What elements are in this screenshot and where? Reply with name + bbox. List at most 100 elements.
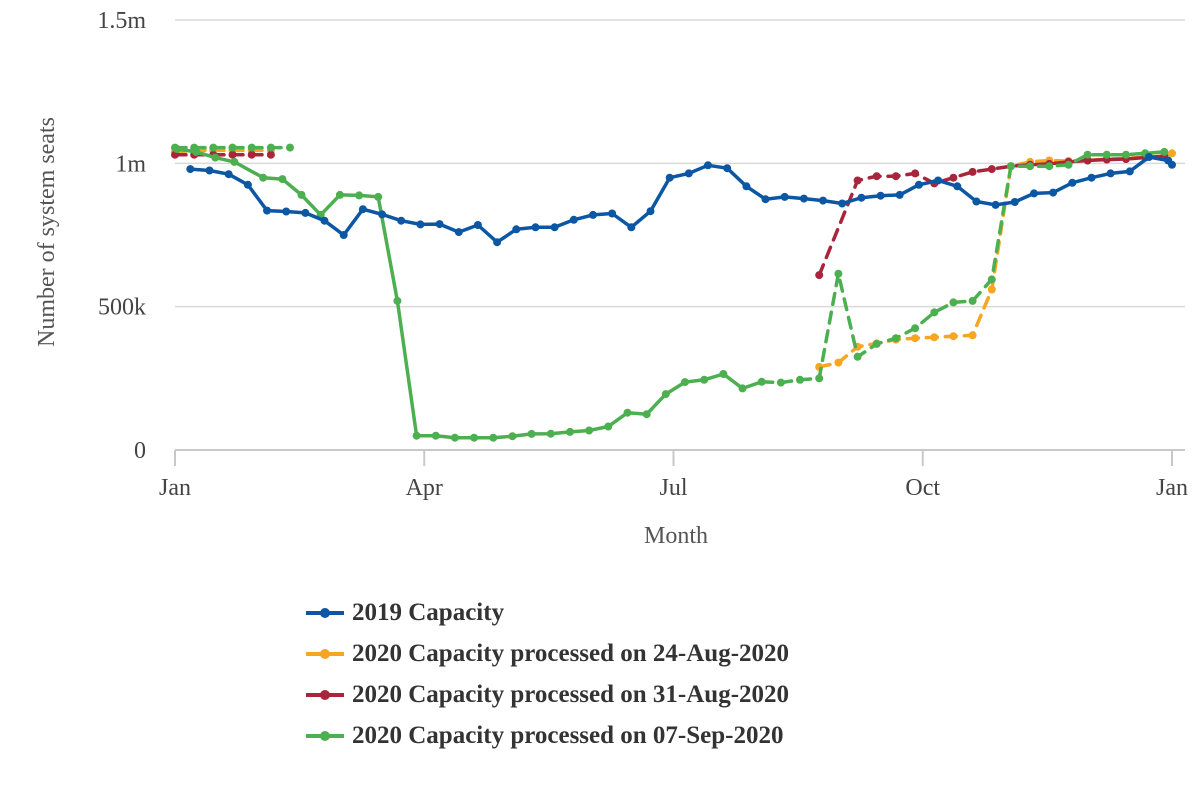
series-1-point-15[interactable] bbox=[987, 285, 996, 294]
series-0-point-47[interactable] bbox=[1087, 173, 1096, 182]
series-3-point-50[interactable] bbox=[1006, 162, 1015, 171]
series-0-point-48[interactable] bbox=[1106, 169, 1115, 178]
series-0-point-35[interactable] bbox=[857, 193, 866, 202]
series-2-point-13[interactable] bbox=[968, 167, 977, 176]
series-3-point-33[interactable] bbox=[681, 378, 689, 387]
series-0-point-23[interactable] bbox=[627, 223, 636, 232]
series-2-point-8[interactable] bbox=[872, 172, 881, 181]
series-0-point-5[interactable] bbox=[282, 207, 291, 216]
series-3-point-47[interactable] bbox=[949, 298, 958, 307]
series-0-point-3[interactable] bbox=[243, 180, 252, 189]
series-0-point-42[interactable] bbox=[991, 200, 1000, 209]
series-3-point-6[interactable] bbox=[286, 143, 294, 152]
series-3-point-36[interactable] bbox=[738, 384, 747, 393]
series-3-point-15[interactable] bbox=[335, 190, 344, 199]
series-2-point-3[interactable] bbox=[228, 150, 237, 159]
series-0-point-44[interactable] bbox=[1030, 189, 1038, 198]
series-0-point-16[interactable] bbox=[493, 238, 502, 247]
series-0-point-28[interactable] bbox=[723, 164, 732, 173]
series-3-point-12[interactable] bbox=[278, 175, 287, 184]
series-3-point-40[interactable] bbox=[815, 374, 824, 383]
series-2-point-4[interactable] bbox=[247, 150, 256, 159]
series-1-point-13[interactable] bbox=[949, 332, 958, 341]
series-0-point-13[interactable] bbox=[435, 220, 444, 229]
series-0-point-19[interactable] bbox=[550, 223, 559, 232]
series-3-point-55[interactable] bbox=[1102, 150, 1111, 159]
series-0-point-40[interactable] bbox=[953, 182, 962, 191]
series-3-point-23[interactable] bbox=[489, 433, 498, 442]
series-3-point-16[interactable] bbox=[355, 191, 364, 200]
series-3-point-48[interactable] bbox=[968, 296, 977, 305]
series-0-point-32[interactable] bbox=[799, 194, 808, 203]
series-3-point-25[interactable] bbox=[527, 429, 536, 438]
series-0-point-38[interactable] bbox=[914, 180, 923, 189]
series-3-point-30[interactable] bbox=[623, 408, 632, 417]
series-3-point-56[interactable] bbox=[1122, 150, 1130, 159]
series-3-point-20[interactable] bbox=[431, 431, 440, 440]
legend-item-07-sep[interactable]: 2020 Capacity processed on 07-Sep-2020 bbox=[306, 715, 789, 756]
series-0-point-36[interactable] bbox=[876, 191, 885, 200]
series-1-point-14[interactable] bbox=[968, 331, 977, 340]
series-3-point-44[interactable] bbox=[891, 334, 900, 343]
series-0-point-2[interactable] bbox=[224, 170, 233, 179]
series-3-point-7[interactable] bbox=[172, 145, 181, 153]
series-2-point-7[interactable] bbox=[853, 176, 862, 185]
series-3-point-29[interactable] bbox=[604, 422, 613, 431]
series-1-point-12[interactable] bbox=[930, 333, 939, 342]
series-0-point-21[interactable] bbox=[589, 210, 597, 219]
series-0-point-33[interactable] bbox=[819, 196, 827, 205]
series-1-point-25[interactable] bbox=[1168, 149, 1176, 158]
series-3-point-35[interactable] bbox=[719, 370, 728, 378]
series-0-point-1[interactable] bbox=[205, 166, 214, 175]
series-0-point-24[interactable] bbox=[646, 207, 655, 216]
series-0-point-4[interactable] bbox=[263, 206, 271, 215]
series-3-point-2[interactable] bbox=[209, 143, 218, 152]
series-3-point-5[interactable] bbox=[266, 143, 275, 152]
series-2-point-19[interactable] bbox=[1083, 156, 1092, 165]
series-0-point-0[interactable] bbox=[186, 165, 195, 174]
series-0-point-45[interactable] bbox=[1049, 188, 1058, 197]
series-0-point-12[interactable] bbox=[416, 220, 425, 229]
series-1-point-7[interactable] bbox=[834, 358, 843, 367]
legend-item-24-aug[interactable]: 2020 Capacity processed on 24-Aug-2020 bbox=[306, 633, 789, 674]
series-3-point-53[interactable] bbox=[1064, 160, 1073, 169]
series-3-point-22[interactable] bbox=[470, 433, 479, 442]
series-3-point-41[interactable] bbox=[834, 269, 843, 278]
series-3-point-4[interactable] bbox=[247, 143, 256, 152]
series-2-point-10[interactable] bbox=[911, 169, 920, 178]
series-0-point-30[interactable] bbox=[761, 195, 770, 204]
series-3-point-8[interactable] bbox=[192, 147, 201, 156]
series-3-point-42[interactable] bbox=[853, 352, 862, 361]
series-0-point-15[interactable] bbox=[473, 221, 482, 229]
series-0-point-7[interactable] bbox=[320, 216, 329, 225]
series-0-point-9[interactable] bbox=[358, 205, 367, 214]
legend-item-31-aug[interactable]: 2020 Capacity processed on 31-Aug-2020 bbox=[306, 674, 789, 715]
series-0-point-27[interactable] bbox=[704, 161, 712, 170]
series-3-point-27[interactable] bbox=[566, 427, 574, 436]
series-0-point-11[interactable] bbox=[397, 216, 406, 225]
series-3-point-13[interactable] bbox=[297, 190, 306, 199]
series-3-point-26[interactable] bbox=[546, 429, 555, 438]
series-0-point-29[interactable] bbox=[742, 182, 751, 191]
series-0-point-8[interactable] bbox=[339, 231, 348, 239]
series-0-point-26[interactable] bbox=[684, 169, 693, 178]
series-2-point-6[interactable] bbox=[815, 271, 824, 280]
series-0-point-43[interactable] bbox=[1010, 198, 1019, 206]
legend-item-2019[interactable]: 2019 Capacity bbox=[306, 592, 789, 633]
series-1-point-11[interactable] bbox=[911, 334, 920, 343]
series-3-point-11[interactable] bbox=[259, 173, 268, 182]
series-0-point-20[interactable] bbox=[569, 215, 578, 224]
series-0-point-52[interactable] bbox=[1168, 160, 1176, 169]
series-2-point-12[interactable] bbox=[949, 173, 958, 182]
series-3-point-39[interactable] bbox=[796, 375, 804, 384]
series-3-point-18[interactable] bbox=[393, 296, 402, 305]
series-3-point-28[interactable] bbox=[585, 426, 594, 435]
series-3-point-58[interactable] bbox=[1160, 147, 1169, 156]
series-0-point-39[interactable] bbox=[934, 176, 943, 185]
series-3-point-21[interactable] bbox=[450, 433, 459, 442]
series-0-point-31[interactable] bbox=[780, 192, 789, 201]
series-2-point-5[interactable] bbox=[266, 150, 275, 159]
series-3-point-31[interactable] bbox=[642, 410, 651, 419]
series-3-point-24[interactable] bbox=[508, 432, 517, 441]
series-3-point-43[interactable] bbox=[872, 339, 881, 348]
